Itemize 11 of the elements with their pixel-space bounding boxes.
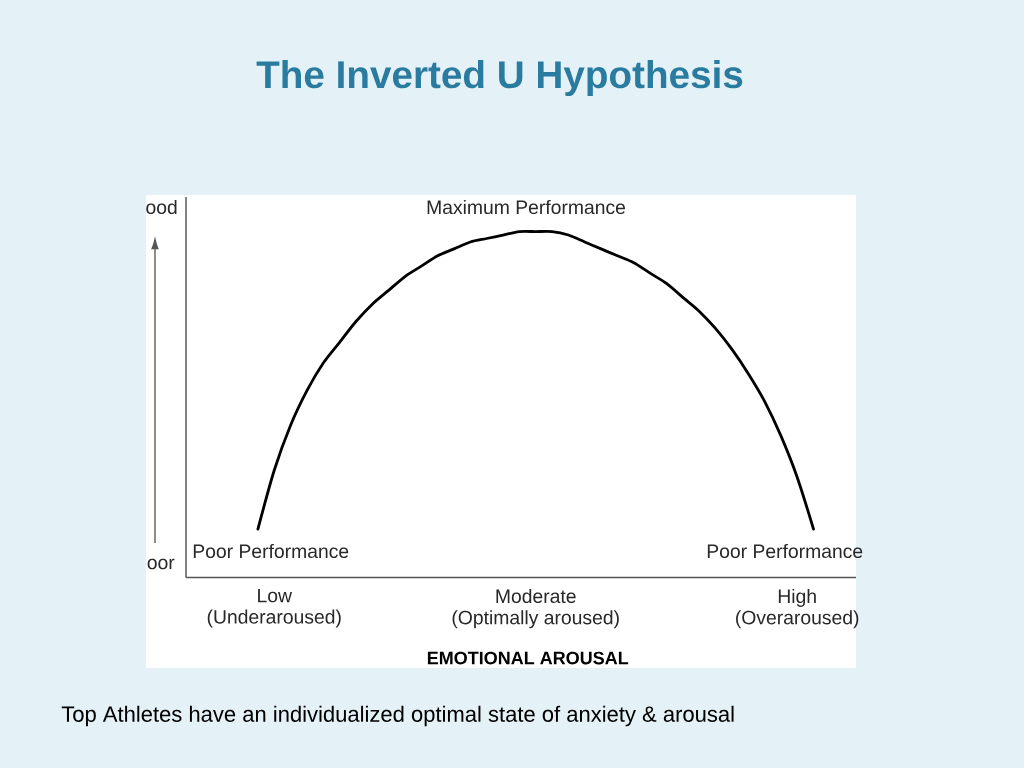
x-axis-title: EMOTIONAL AROUSAL: [427, 651, 629, 665]
chart-title: The Inverted U Hypothesis: [256, 59, 743, 97]
x-tick-label: Moderate (Optimally aroused): [452, 588, 619, 629]
text: ood: [146, 199, 177, 215]
text: oor: [147, 558, 175, 570]
annotation: Poor Performance: [193, 543, 349, 559]
text: Top Athletes have an individualized optimal state of anxiety & arousal: [61, 705, 734, 727]
x-tick-label: High (Overaroused): [736, 588, 859, 629]
x-tick-label: Low (Underaroused): [207, 588, 341, 628]
text: Maximum Performance: [427, 199, 626, 215]
annotation: Poor Performance: [707, 543, 863, 559]
